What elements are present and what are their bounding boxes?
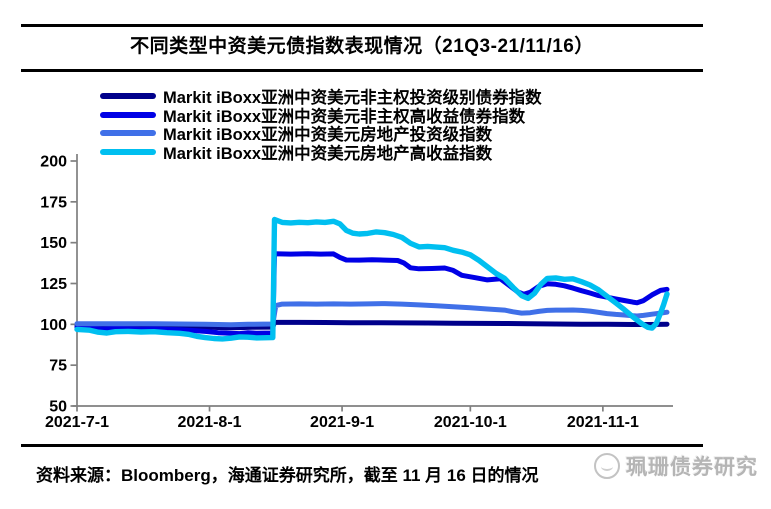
y-axis-tick-label: 100 [40, 317, 67, 334]
legend-item: Markit iBoxx亚洲中资美元房地产投资级指数 [100, 124, 542, 145]
y-axis-tick-label: 75 [49, 358, 67, 375]
title-bottom-rule [21, 69, 703, 72]
legend: Markit iBoxx亚洲中资美元非主权投资级别债券指数 Markit iBo… [100, 87, 542, 164]
source-note: 资料来源：Bloomberg，海通证券研究所，截至 11 月 16 日的情况 [36, 466, 539, 485]
x-axis-tick-label: 2021-9-1 [310, 414, 374, 431]
series-line-2 [74, 301, 670, 328]
legend-label: Markit iBoxx亚洲中资美元房地产投资级指数 [163, 126, 493, 145]
legend-line-swatch-lightblue [100, 130, 156, 137]
legend-line-swatch-cyan [100, 149, 156, 156]
legend-line-swatch-blue [100, 111, 156, 118]
top-rule [21, 24, 703, 27]
legend-label: Markit iBoxx亚洲中资美元房地产高收益指数 [163, 145, 493, 164]
legend-item: Markit iBoxx亚洲中资美元房地产高收益指数 [100, 143, 542, 164]
legend-item: Markit iBoxx亚洲中资美元非主权投资级别债券指数 [100, 87, 542, 108]
watermark-logo-icon [594, 453, 620, 479]
legend-label: Markit iBoxx亚洲中资美元非主权投资级别债券指数 [163, 89, 542, 108]
x-axis-tick-label: 2021-8-1 [178, 414, 242, 431]
y-axis-tick-label: 150 [40, 235, 67, 252]
series-line-1 [74, 251, 670, 337]
y-axis-tick-label: 50 [49, 399, 67, 416]
watermark-text: 珮珊债券研究 [626, 456, 758, 479]
x-axis-tick-label: 2021-10-1 [434, 414, 507, 431]
x-axis-tick-label: 2021-7-1 [45, 414, 109, 431]
series-line-3 [74, 216, 670, 342]
chart-title: 不同类型中资美元债指数表现情况（21Q3-21/11/16） [130, 36, 594, 57]
legend-item: Markit iBoxx亚洲中资美元非主权高收益债券指数 [100, 106, 542, 126]
footer-rule [21, 444, 703, 447]
legend-label: Markit iBoxx亚洲中资美元非主权高收益债券指数 [163, 107, 526, 126]
y-axis-tick-label: 200 [40, 154, 67, 171]
legend-line-swatch-navy [100, 93, 156, 100]
watermark: 珮珊债券研究 [594, 451, 758, 481]
y-axis-tick-label: 125 [40, 276, 67, 293]
x-axis-tick-label: 2021-11-1 [567, 414, 639, 431]
y-axis-tick-label: 175 [40, 194, 67, 211]
